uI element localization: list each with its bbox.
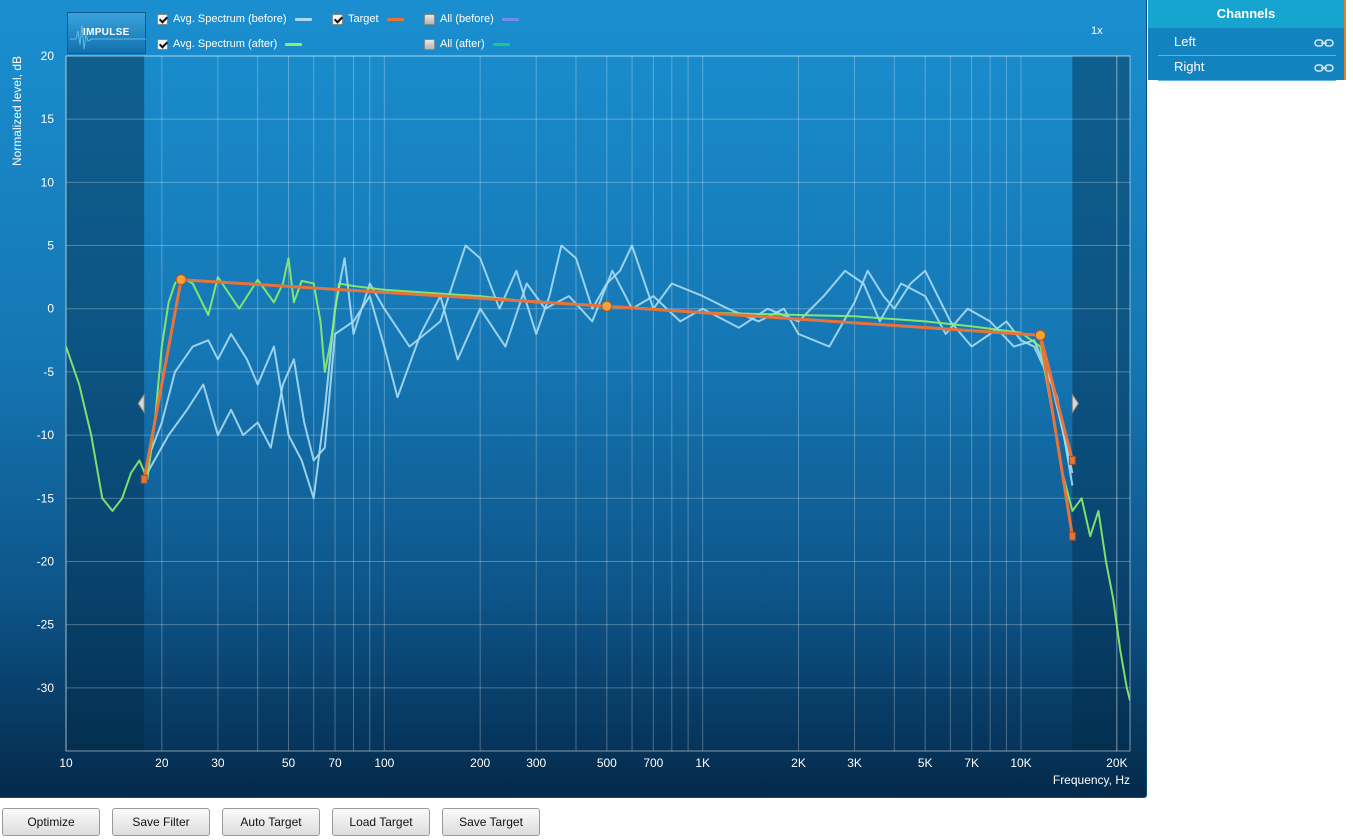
channel-left-label: Left xyxy=(1174,34,1196,49)
x-tick-label: 500 xyxy=(597,756,617,770)
series-line-avg-spectrum-before-3 xyxy=(146,244,1074,500)
range-handle-1[interactable] xyxy=(1071,392,1079,415)
zoom-level[interactable]: 1x xyxy=(1091,25,1103,37)
range-handle-0[interactable] xyxy=(137,392,145,415)
target-handle-square xyxy=(1068,455,1076,465)
legend-avg-after-checkbox[interactable] xyxy=(157,38,168,50)
legend-all-after-checkbox[interactable] xyxy=(424,38,435,50)
legend-avg-after-label: Avg. Spectrum (after) xyxy=(173,38,278,50)
legend-avg-after-swatch xyxy=(285,42,303,46)
series-line-avg-spectrum-after-2 xyxy=(66,257,1130,701)
y-tick-label: 10 xyxy=(41,175,55,189)
link-icon[interactable] xyxy=(1314,38,1334,48)
x-tick-label: 20K xyxy=(1106,756,1127,770)
target-handle-square xyxy=(1068,531,1076,541)
legend-target-swatch xyxy=(386,17,404,21)
target-handle-point xyxy=(1034,329,1046,341)
legend-target-label: Target xyxy=(348,13,379,25)
link-icon[interactable] xyxy=(1314,63,1334,73)
legend-all-before-checkbox[interactable] xyxy=(424,13,435,25)
y-tick-label: 15 xyxy=(41,112,55,126)
x-tick-label: 2K xyxy=(791,756,806,770)
legend-all-before[interactable]: All (before) xyxy=(424,11,519,27)
legend-all-after-swatch xyxy=(492,42,510,46)
x-tick-label: 70 xyxy=(328,756,342,770)
waveform-icon xyxy=(70,24,146,50)
legend-avg-before[interactable]: Avg. Spectrum (before) xyxy=(157,11,312,27)
x-tick-label: 7K xyxy=(964,756,979,770)
x-tick-label: 5K xyxy=(918,756,933,770)
channels-title: Channels xyxy=(1148,0,1344,28)
x-tick-label: 700 xyxy=(643,756,663,770)
legend-avg-before-label: Avg. Spectrum (before) xyxy=(173,13,287,25)
y-tick-label: -25 xyxy=(37,618,55,632)
logo-text: IMPULSE xyxy=(83,27,130,38)
channel-left[interactable]: Left xyxy=(1158,31,1336,56)
legend-target[interactable]: Target xyxy=(332,11,404,27)
series-line-avg-spectrum-before-4 xyxy=(146,269,1074,486)
excluded-region-0 xyxy=(66,56,145,751)
target-handle-point xyxy=(175,274,187,286)
y-tick-label: -5 xyxy=(43,365,54,379)
legend-avg-before-checkbox[interactable] xyxy=(157,13,168,25)
save-filter-button[interactable]: Save Filter xyxy=(112,808,210,836)
x-tick-label: 30 xyxy=(211,756,225,770)
legend-target-checkbox[interactable] xyxy=(332,13,343,25)
y-tick-label: -10 xyxy=(37,428,55,442)
y-tick-label: -30 xyxy=(37,681,55,695)
y-axis-label: Normalized level, dB xyxy=(10,56,24,166)
y-tick-label: -15 xyxy=(37,491,55,505)
spectrum-panel xyxy=(0,0,1147,798)
x-tick-label: 100 xyxy=(374,756,394,770)
target-handle-point xyxy=(601,300,613,312)
legend-avg-before-swatch xyxy=(294,17,312,21)
legend-all-after[interactable]: All (after) xyxy=(424,36,510,52)
y-tick-label: -20 xyxy=(37,554,55,568)
impulse-logo[interactable]: IMPULSE xyxy=(67,12,146,54)
load-target-button[interactable]: Load Target xyxy=(332,808,430,836)
plot-border xyxy=(65,55,1131,752)
optimize-button[interactable]: Optimize xyxy=(2,808,100,836)
channels-panel: Channels Left Right xyxy=(1148,0,1346,81)
x-tick-label: 10K xyxy=(1010,756,1031,770)
y-tick-label: 5 xyxy=(47,239,54,253)
x-tick-label: 3K xyxy=(847,756,862,770)
x-tick-label: 10 xyxy=(59,756,73,770)
x-axis-label: Frequency, Hz xyxy=(1053,773,1130,787)
x-tick-label: 20 xyxy=(155,756,169,770)
save-target-button[interactable]: Save Target xyxy=(442,808,540,836)
auto-target-button[interactable]: Auto Target xyxy=(222,808,320,836)
target-handle-square xyxy=(140,474,148,484)
excluded-region-1 xyxy=(1072,56,1130,751)
channel-right-label: Right xyxy=(1174,59,1205,74)
x-tick-label: 300 xyxy=(526,756,546,770)
legend-all-before-swatch xyxy=(501,17,519,21)
legend-all-before-label: All (before) xyxy=(440,13,494,25)
x-tick-label: 200 xyxy=(470,756,490,770)
series-line-target-1 xyxy=(1038,334,1074,461)
y-tick-label: 20 xyxy=(41,49,55,63)
legend-avg-after[interactable]: Avg. Spectrum (after) xyxy=(157,36,303,52)
legend-all-after-label: All (after) xyxy=(440,38,485,50)
x-tick-label: 50 xyxy=(282,756,296,770)
channel-right[interactable]: Right xyxy=(1158,56,1336,81)
x-tick-label: 1K xyxy=(695,756,710,770)
y-tick-label: 0 xyxy=(47,302,54,316)
